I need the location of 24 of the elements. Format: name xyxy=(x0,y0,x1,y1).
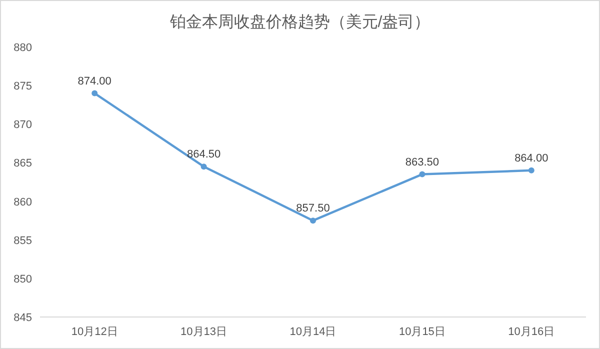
point xyxy=(310,218,316,224)
point xyxy=(92,90,98,96)
point xyxy=(528,167,534,174)
data-label: 864.50 xyxy=(186,148,221,161)
data-label: 874.00 xyxy=(78,75,112,88)
y-tick-label: 880 xyxy=(14,42,32,54)
x-tick-label: 10月12日 xyxy=(71,326,118,338)
x-tick-label: 10月15日 xyxy=(398,326,446,338)
data-label: 857.50 xyxy=(296,202,330,215)
data-label: 863.50 xyxy=(405,156,440,168)
x-tick-label: 10月16日 xyxy=(508,326,555,338)
y-tick-label: 865 xyxy=(14,158,32,170)
chart-title: 铂金本周收盘价格趋势（美元/盎司） xyxy=(168,13,430,31)
data-label: 864.00 xyxy=(514,152,548,164)
y-tick-label: 850 xyxy=(14,273,32,286)
x-tick-label: 10月13日 xyxy=(180,326,228,338)
y-tick-label: 855 xyxy=(14,234,32,247)
y-tick-label: 845 xyxy=(14,312,32,324)
point xyxy=(419,171,426,178)
y-tick-label: 860 xyxy=(14,196,32,208)
y-tick-label: 870 xyxy=(14,119,32,132)
y-tick-label: 875 xyxy=(14,80,32,93)
point xyxy=(200,164,207,170)
x-tick-label: 10月14日 xyxy=(290,326,336,338)
